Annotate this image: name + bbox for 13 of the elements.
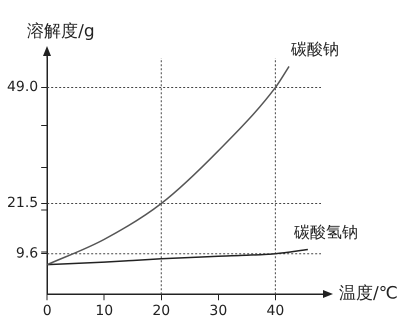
x-tick-label: 20 [152, 303, 170, 320]
x-axis-title: 温度/℃ [339, 284, 398, 304]
series-label: 碳酸氢钠 [292, 222, 358, 242]
y-axis-title: 溶解度/g [27, 21, 95, 42]
x-tick-label: 10 [95, 303, 114, 320]
y-tick-label: 21.5 [7, 195, 38, 212]
x-tick-label: 0 [42, 303, 52, 320]
x-tick-label: 30 [209, 303, 228, 320]
x-tick-label: 40 [266, 303, 284, 320]
y-tick-label: 9.6 [16, 245, 38, 262]
line-series [47, 66, 290, 266]
y-tick-label: 49.0 [7, 79, 38, 96]
series-label: 碳酸钠 [290, 40, 340, 59]
